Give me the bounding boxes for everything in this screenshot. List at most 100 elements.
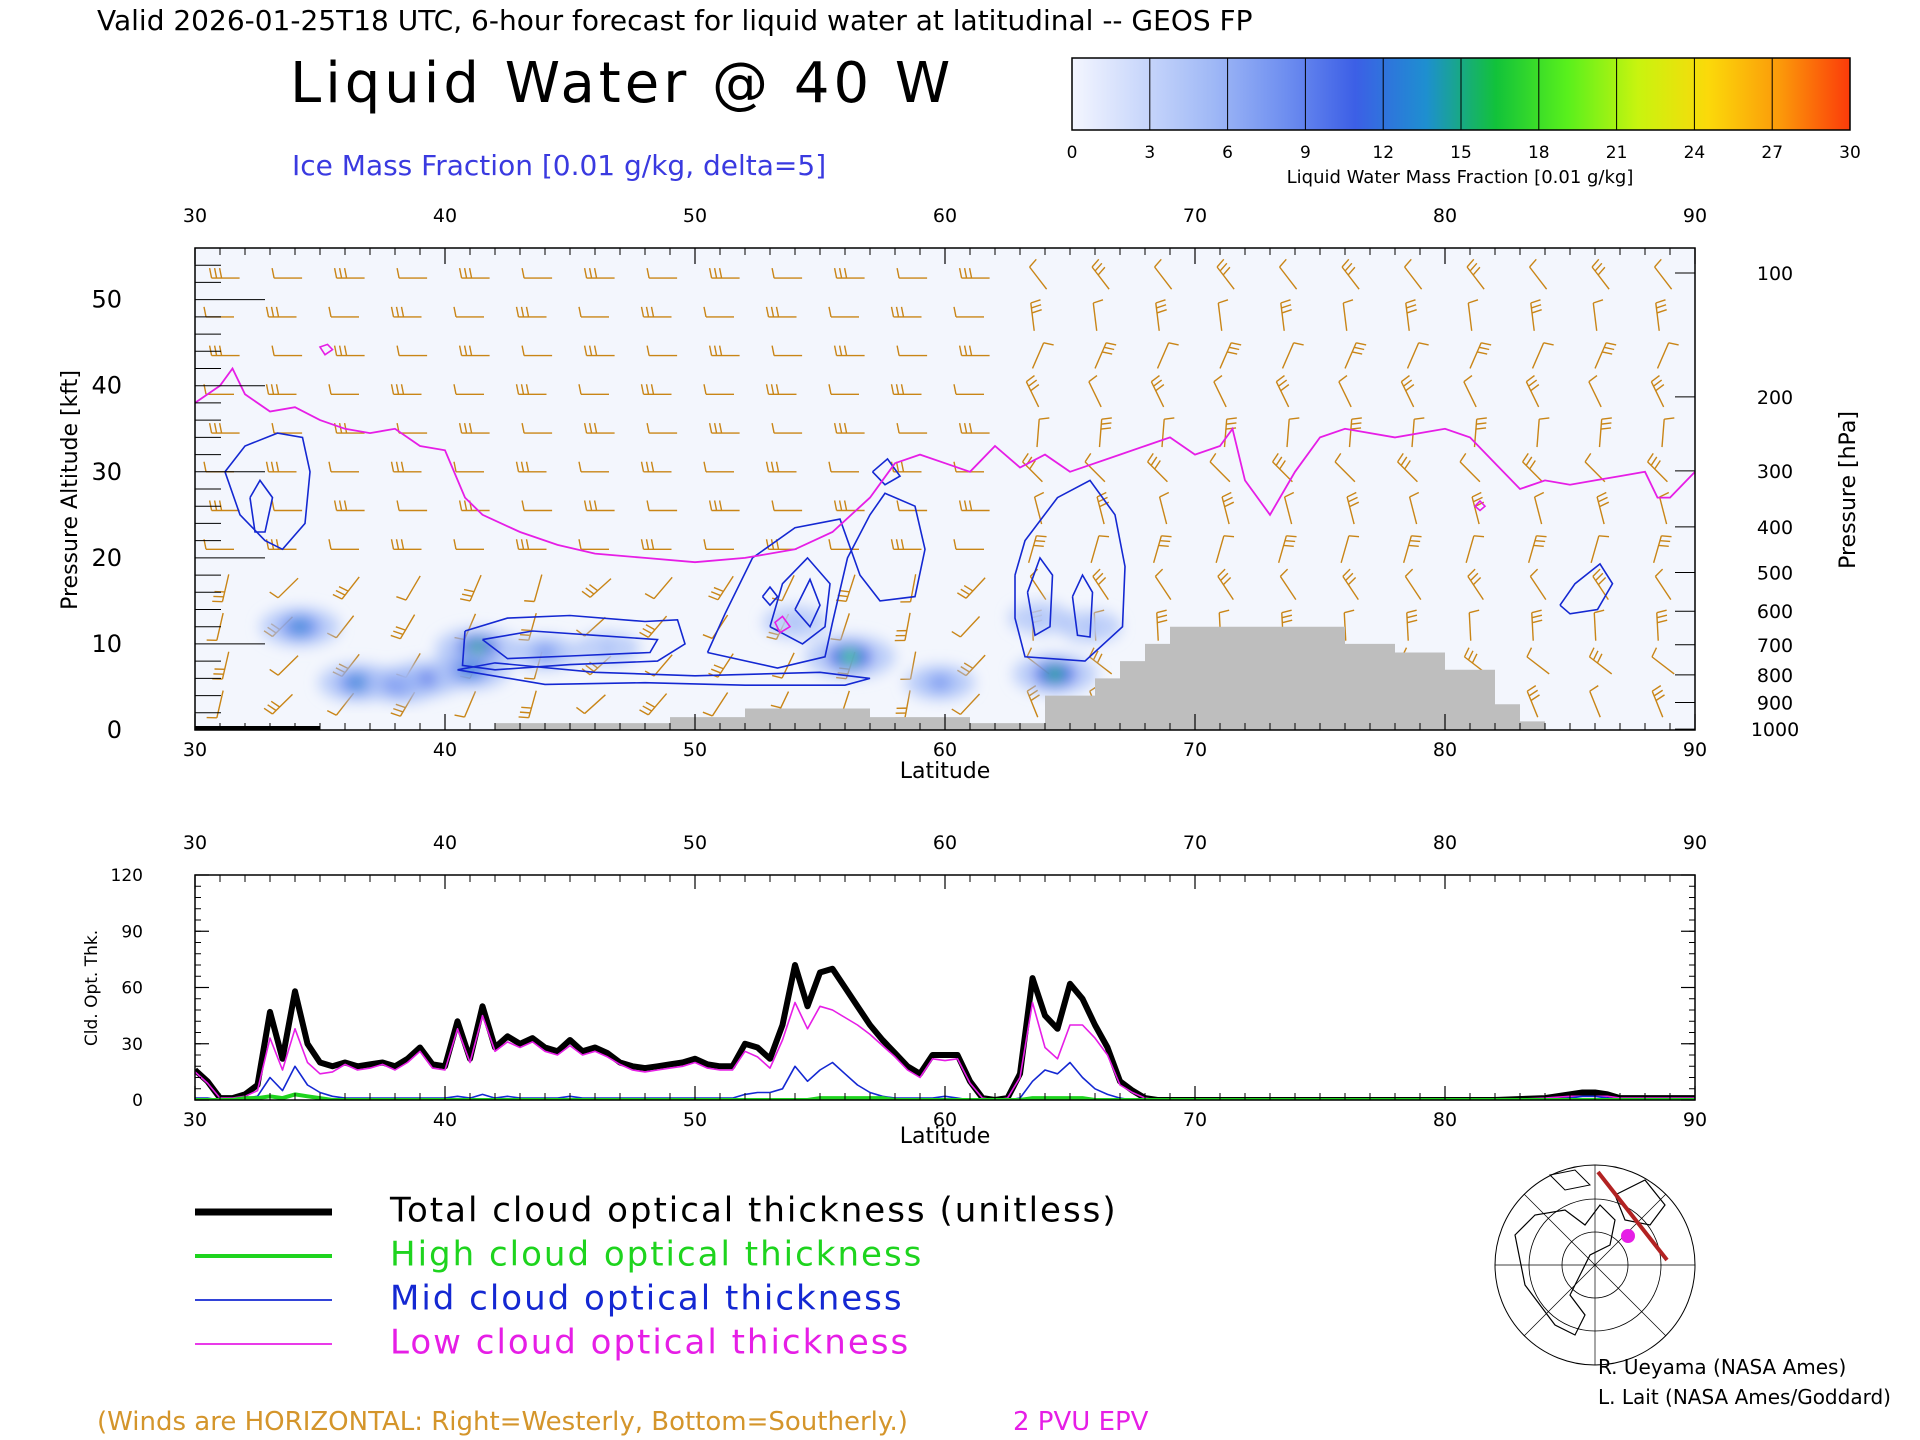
barb-feather — [1101, 422, 1112, 425]
wind-barb-icon — [208, 500, 240, 512]
barb-feather — [1154, 568, 1164, 577]
y-axis-label: Pressure Altitude [kft] — [58, 370, 83, 610]
barb-feather — [1350, 427, 1362, 430]
barb-feather — [900, 601, 911, 603]
barb-feather — [1602, 351, 1613, 355]
barb-feather — [1352, 351, 1363, 355]
barb-feather — [214, 590, 225, 593]
barb-feather — [833, 422, 838, 434]
barb-feather — [710, 591, 721, 597]
barb-feather — [1479, 346, 1490, 351]
barb-feather — [645, 539, 650, 550]
barb-feather — [963, 584, 974, 592]
wind-barb-icon — [639, 615, 668, 638]
wind-barb-icon — [1526, 685, 1540, 718]
ice-contour — [769, 556, 831, 645]
barb-feather — [343, 345, 348, 356]
barb-feather — [1343, 299, 1354, 304]
barb-feather — [271, 267, 275, 279]
barb-feather — [1154, 258, 1162, 268]
x-top-tick-label: 50 — [683, 205, 707, 227]
y-tick-label: 40 — [91, 372, 122, 400]
barb-shaft — [1342, 302, 1348, 331]
barb-feather — [1664, 417, 1675, 420]
barb-feather — [1030, 299, 1041, 304]
barb-feather — [1281, 309, 1292, 314]
legend: Total cloud optical thickness (unitless)… — [195, 1191, 1116, 1363]
barb-feather — [1344, 262, 1353, 272]
barb-feather — [1043, 342, 1054, 346]
barb-feather — [275, 461, 280, 472]
barb-feather — [1472, 576, 1482, 586]
barb-feather — [453, 384, 457, 395]
wind-barb-icon — [1402, 535, 1422, 563]
wind-barb-icon — [640, 461, 672, 473]
barb-feather — [1094, 262, 1103, 272]
barb-feather — [1476, 417, 1487, 420]
liquid-core — [933, 676, 947, 689]
wind-barb-icon — [640, 384, 672, 395]
barb-feather — [263, 707, 273, 715]
barb-feather — [1531, 309, 1542, 314]
x-tick-label: 90 — [1683, 739, 1707, 761]
wind-barb-icon — [1223, 417, 1237, 448]
wind-barb-icon — [581, 578, 612, 598]
legend-label-high: High cloud optical thickness — [390, 1235, 923, 1275]
wind-barb-icon — [708, 345, 740, 357]
epv-loop — [774, 615, 792, 634]
barb-feather — [1280, 299, 1291, 304]
x2-top-tick-label: 50 — [683, 832, 707, 854]
barb-shaft — [335, 615, 355, 639]
barb-feather — [1351, 422, 1362, 425]
barb-feather — [650, 539, 655, 550]
barb-feather — [1275, 456, 1283, 466]
barb-feather — [578, 384, 582, 395]
barb-feather — [951, 630, 961, 638]
barb-feather — [968, 422, 973, 434]
barb-feather — [218, 500, 223, 511]
wind-barb-icon — [890, 306, 922, 318]
wind-barb-icon — [583, 345, 615, 357]
barb-feather — [271, 422, 275, 434]
barb-feather — [828, 384, 832, 395]
barb-shaft — [1279, 575, 1297, 601]
barb-feather — [642, 627, 652, 635]
wind-barb-icon — [958, 422, 990, 434]
barb-feather — [390, 384, 395, 395]
wind-barb-icon — [702, 692, 729, 717]
barb-feather — [1084, 453, 1092, 463]
barb-feather — [838, 267, 843, 279]
wind-barb-icon — [458, 422, 490, 434]
barb-shaft — [533, 574, 543, 602]
barb-feather — [525, 384, 530, 395]
wind-barb-icon — [1405, 299, 1417, 331]
barb-feather — [963, 500, 968, 511]
barb-feather — [1472, 266, 1481, 276]
barb-feather — [525, 461, 530, 472]
barb-feather — [578, 461, 582, 472]
barb-feather — [1407, 619, 1418, 624]
barb-feather — [953, 306, 957, 318]
barb-feather — [1097, 576, 1107, 586]
x-top-tick-label: 60 — [933, 205, 957, 227]
wind-barb-icon — [453, 306, 484, 318]
barb-feather — [1022, 453, 1029, 463]
barb-feather — [1150, 374, 1160, 383]
wind-barb-icon — [1161, 417, 1175, 448]
wind-barb-icon — [521, 345, 553, 357]
barb-feather — [271, 500, 275, 511]
barb-feather — [703, 539, 707, 550]
barb-feather — [1088, 374, 1098, 383]
barb-feather — [1594, 262, 1603, 272]
barb-feather — [1593, 299, 1604, 304]
barb-feather — [275, 306, 280, 318]
barb-shaft — [1589, 690, 1601, 718]
barb-shaft — [1593, 612, 1597, 641]
barb-feather — [332, 593, 343, 600]
wind-barb-icon — [771, 345, 803, 357]
wind-barb-icon — [1469, 342, 1492, 369]
ice-contour — [482, 630, 659, 660]
liquid-core — [350, 676, 365, 689]
wind-barb-icon — [578, 461, 609, 473]
barb-feather — [1656, 609, 1667, 614]
